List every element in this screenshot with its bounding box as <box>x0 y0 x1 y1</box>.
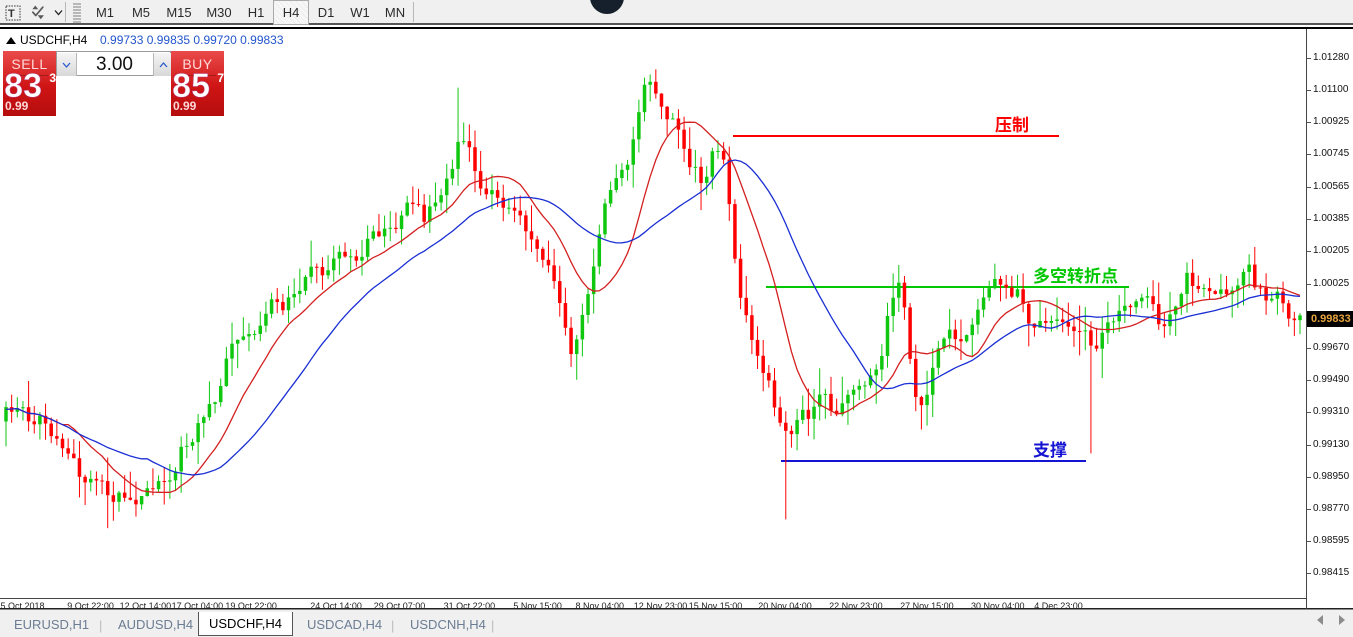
svg-text:T: T <box>8 8 15 20</box>
